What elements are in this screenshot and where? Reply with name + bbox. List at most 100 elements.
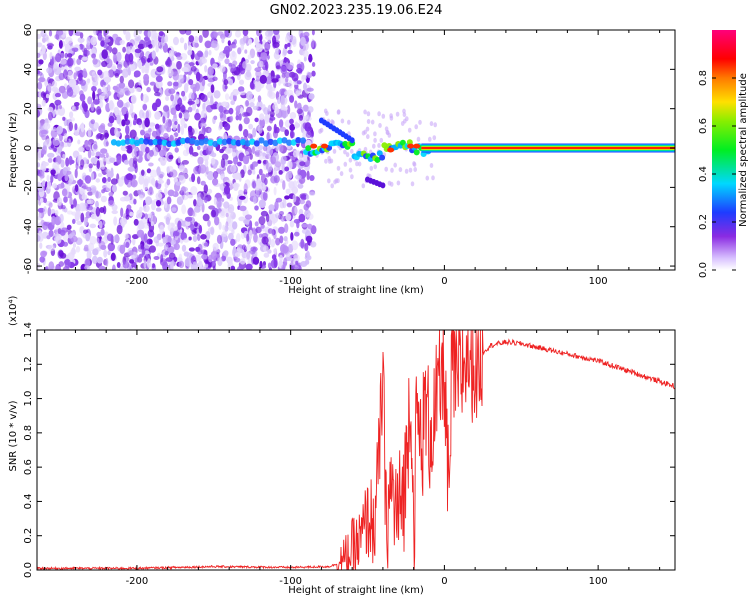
spectrogram-signal-cell: [240, 138, 246, 146]
spectrogram-noise-cell: [254, 221, 259, 227]
spectrogram-noise-cell: [239, 91, 246, 96]
spectrogram-noise-cell: [97, 69, 103, 76]
spectrogram-noise-cell: [99, 100, 104, 108]
spectrogram-noise-cell: [132, 174, 137, 180]
spectrogram-noise-cell: [68, 121, 74, 132]
spectrogram-noise-cell: [287, 171, 293, 179]
spectrogram-noise-cell: [393, 162, 398, 168]
spectrogram-noise-cell: [243, 183, 248, 193]
spectrogram-noise-cell: [258, 216, 266, 225]
spectrogram-noise-cell: [150, 68, 158, 78]
spectrogram-noise-cell: [297, 102, 302, 111]
spectrogram-noise-cell: [201, 78, 206, 87]
spectrogram-noise-cell: [186, 147, 190, 155]
spectrogram-noise-cell: [71, 104, 75, 111]
spectrogram-noise-cell: [65, 157, 70, 167]
spectrogram-noise-cell: [237, 47, 242, 55]
spectrogram-noise-cell: [259, 74, 267, 84]
spectrogram-noise-cell: [241, 111, 249, 118]
spectrogram-noise-cell: [251, 146, 255, 155]
spectrogram-noise-cell: [304, 242, 309, 252]
spectrogram-noise-cell: [239, 107, 244, 114]
spectrogram-signal-cell: [221, 138, 228, 146]
spectrogram-noise-cell: [246, 91, 253, 101]
spectrogram-noise-cell: [204, 197, 208, 203]
spectrogram-noise-cell: [183, 42, 188, 51]
spectrogram-noise-cell: [136, 209, 143, 219]
spectrogram-noise-cell: [305, 235, 313, 243]
spectrogram-noise-cell: [252, 227, 256, 235]
spectrogram-noise-cell: [298, 199, 306, 205]
spectrogram-noise-cell: [296, 63, 302, 70]
spectrogram-noise-cell: [244, 252, 252, 261]
spectrogram-noise-cell: [237, 161, 242, 167]
spectrogram-noise-cell: [149, 245, 156, 253]
spectrogram-noise-cell: [237, 265, 244, 270]
spectrogram-noise-cell: [366, 134, 370, 140]
spectrogram-noise-cell: [37, 81, 43, 90]
spectrogram-noise-cell: [92, 248, 99, 256]
spectrogram-noise-cell: [297, 183, 304, 189]
spectrogram-noise-cell: [97, 88, 102, 95]
spectrogram-noise-cell: [177, 74, 185, 83]
spectrogram-noise-cell: [262, 191, 268, 202]
spectrogram-noise-cell: [123, 195, 131, 202]
spectrogram-noise-cell: [231, 50, 236, 58]
spectrogram-noise-cell: [188, 79, 194, 86]
spectrogram-noise-cell: [91, 255, 98, 264]
spectrogram-noise-cell: [363, 109, 367, 115]
spectrogram-noise-cell: [119, 39, 125, 45]
spectrogram-noise-cell: [52, 137, 60, 147]
spectrogram-noise-cell: [298, 114, 304, 121]
spectrogram-noise-cell: [429, 163, 434, 168]
spectrogram-signal-cell: [133, 139, 140, 147]
spectrogram-noise-cell: [153, 256, 160, 260]
spectrogram-noise-cell: [155, 79, 163, 89]
spectrogram-noise-cell: [39, 242, 43, 249]
spectrogram-noise-cell: [128, 45, 134, 54]
spectrogram-noise-cell: [173, 231, 180, 237]
spectrogram-noise-cell: [107, 177, 111, 182]
spectrogram-noise-cell: [90, 157, 97, 164]
spectrogram-noise-cell: [192, 235, 198, 242]
spectrogram-noise-cell: [291, 240, 299, 251]
spectrogram-noise-cell: [87, 127, 92, 138]
spectrogram-noise-cell: [166, 165, 174, 173]
spectrogram-noise-cell: [433, 122, 438, 128]
snr-y-tick-label: 0.0: [23, 562, 34, 578]
spectrogram-noise-cell: [218, 105, 224, 113]
spectrogram-noise-cell: [164, 250, 169, 256]
spectrogram-noise-cell: [180, 232, 187, 241]
spectrogram-noise-cell: [131, 150, 137, 159]
spectrogram-noise-cell: [92, 58, 98, 65]
spectrogram-noise-cell: [265, 61, 269, 71]
spectrogram-noise-cell: [208, 49, 212, 56]
spectrogram-noise-cell: [108, 115, 115, 124]
spectrogram-noise-cell: [230, 100, 235, 106]
spectrogram-noise-cell: [245, 100, 250, 107]
spectrogram-noise-cell: [350, 174, 354, 180]
spectrogram-noise-cell: [339, 171, 344, 177]
spectrogram-noise-cell: [84, 265, 91, 270]
spectrogram-noise-cell: [192, 86, 196, 94]
spectrogram-noise-cell: [152, 33, 159, 38]
spectrogram-noise-cell: [97, 173, 103, 177]
spectrogram-noise-cell: [233, 94, 237, 102]
spectrogram-noise-cell: [193, 199, 197, 207]
spectrogram-noise-cell: [183, 83, 189, 93]
spectrogram-noise-cell: [348, 167, 353, 173]
spectrogram-noise-cell: [274, 161, 282, 168]
snr-y-tick-label: 1.2: [23, 356, 34, 372]
spectrogram-noise-cell: [165, 61, 169, 66]
spectrogram-noise-cell: [252, 127, 257, 138]
spectrogram-noise-cell: [75, 246, 81, 253]
spectrogram-noise-cell: [130, 64, 136, 72]
spectrogram-noise-cell: [198, 35, 203, 43]
spectrogram-noise-cell: [167, 189, 175, 197]
spectrogram-noise-cell: [219, 111, 224, 119]
spectrogram-noise-cell: [425, 175, 430, 181]
spectrogram-noise-cell: [204, 263, 209, 268]
spectrogram-noise-cell: [244, 49, 248, 54]
spectrogram-noise-cell: [245, 263, 253, 270]
spectrogram-noise-cell: [68, 79, 76, 88]
